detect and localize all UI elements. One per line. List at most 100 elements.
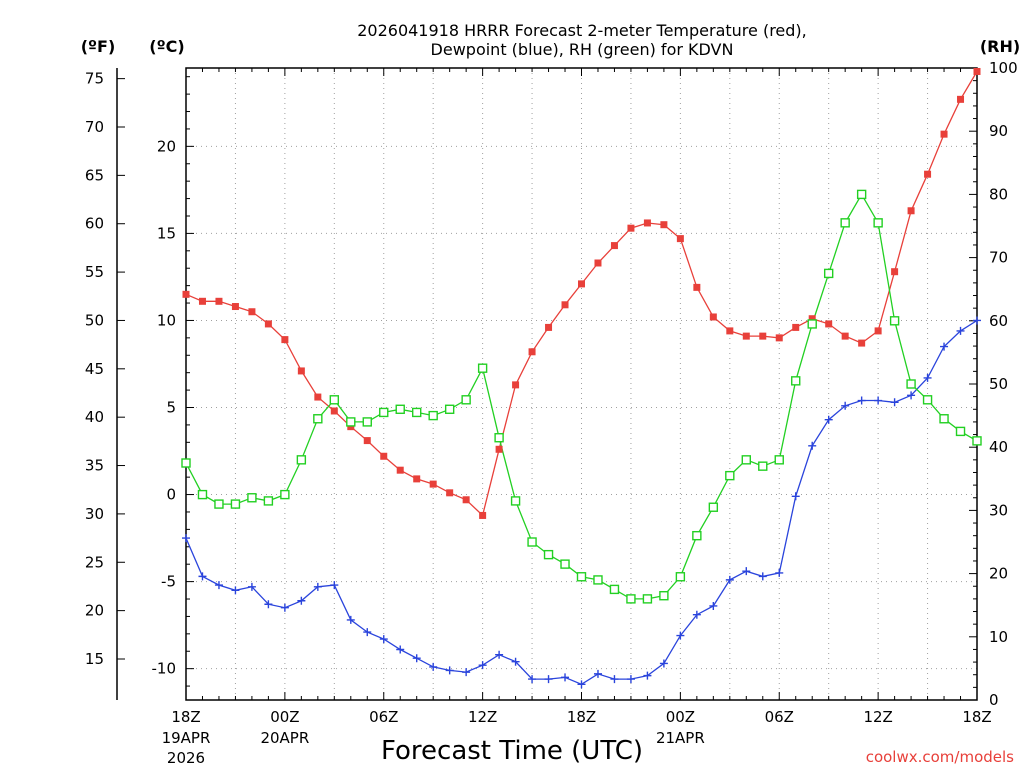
rh-point [593,575,603,585]
dewpoint-point [313,582,322,591]
dewpoint-point [874,396,883,405]
dewpoint-point [659,659,668,668]
temperature-point [198,297,206,305]
rh-point [379,407,389,418]
dewpoint-point [610,675,619,684]
temperature-point [792,323,800,331]
rh-point [955,426,966,437]
fahrenheit-tick-label: 65 [85,166,104,184]
temperature-point [561,301,569,309]
dewpoint-point [775,568,784,577]
rh-point [280,489,290,500]
celsius-tick-label: 5 [166,399,176,417]
x-tick-label: 18Z [567,708,596,726]
rh-point [692,530,702,541]
x-tick-sublabel: 2026 [167,749,205,767]
temperature-point [231,303,239,311]
rh-point [346,417,356,427]
temperature-point [413,475,421,483]
fahrenheit-tick-label: 75 [85,70,104,88]
dewpoint-point [363,628,372,637]
temperature-point [479,511,487,519]
temperature-point [396,466,404,474]
rh-tick-label: 0 [989,691,999,709]
temperature-point [825,320,833,328]
rh-point [791,376,801,386]
celsius-unit-label: (ºC) [149,37,184,56]
rh-point [609,584,620,595]
temperature-point [347,423,355,431]
dewpoint-point [791,492,800,501]
rh-point [313,414,323,424]
x-tick-label: 00Z [666,708,695,726]
rh-point [741,455,751,465]
temperature-point [874,327,882,335]
dewpoint-point [692,610,701,619]
fahrenheit-tick-label: 40 [85,408,104,426]
temperature-point [462,496,470,504]
x-tick-label: 18Z [962,708,991,726]
x-tick-sublabel: 21APR [656,729,705,747]
temperature-point [330,407,338,415]
temperature-point [693,283,701,291]
rh-point [708,502,719,512]
rh-point [197,489,208,500]
dewpoint-point [577,680,586,689]
temperature-point [281,336,289,344]
temperature-point [215,297,223,305]
rh-point [873,218,883,228]
temperature-point [660,221,668,229]
dewpoint-point [379,635,388,644]
fahrenheit-unit-label: (ºF) [81,37,116,56]
temperature-point [495,445,503,453]
temperature-point [264,320,272,328]
dewpoint-point [890,398,899,407]
x-tick-label: 12Z [863,708,892,726]
celsius-tick-label: 10 [157,311,176,329]
fahrenheit-tick-label: 55 [85,263,104,281]
rh-point [412,407,422,418]
fahrenheit-tick-label: 70 [85,118,104,136]
dewpoint-point [214,581,223,590]
dewpoint-point [709,601,718,610]
temperature-point [957,95,965,103]
dewpoint-point [676,631,685,640]
temperature-point [726,327,734,335]
rh-point [725,470,735,481]
x-tick-label: 18Z [171,708,200,726]
temperature-point [429,480,437,488]
fahrenheit-tick-label: 25 [85,553,104,571]
dewpoint-point [528,675,537,684]
rh-point [758,461,768,471]
rh-point [922,395,933,405]
temperature-point [676,235,684,243]
temperature-point [858,339,866,347]
rh-tick-label: 60 [989,312,1008,330]
rh-point [395,404,405,414]
rh-point [527,537,537,547]
rh-point [642,594,653,604]
temperature-point [924,170,932,178]
x-tick-label: 06Z [765,708,794,726]
rh-point [428,410,438,421]
celsius-tick-label: 20 [157,137,176,155]
dewpoint-point [725,575,734,584]
rh-point [444,404,455,414]
temperature-point [545,323,553,331]
rh-tick-label: 70 [989,249,1008,267]
rh-point [626,594,636,604]
temperature-point [940,130,948,138]
dewpoint-point [824,415,833,424]
dewpoint-point [593,669,602,678]
grid-lines [186,68,977,700]
dewpoint-point [907,391,916,400]
rh-tick-label: 40 [989,438,1008,456]
dewpoint-point [857,396,866,405]
x-tick-sublabel: 20APR [260,729,309,747]
temperature-point [742,332,750,340]
dewpoint-point [544,675,553,684]
dewpoint-point [280,603,289,612]
rh-point [774,455,784,465]
fahrenheit-tick-label: 60 [85,215,104,233]
temperature-point [841,332,849,340]
